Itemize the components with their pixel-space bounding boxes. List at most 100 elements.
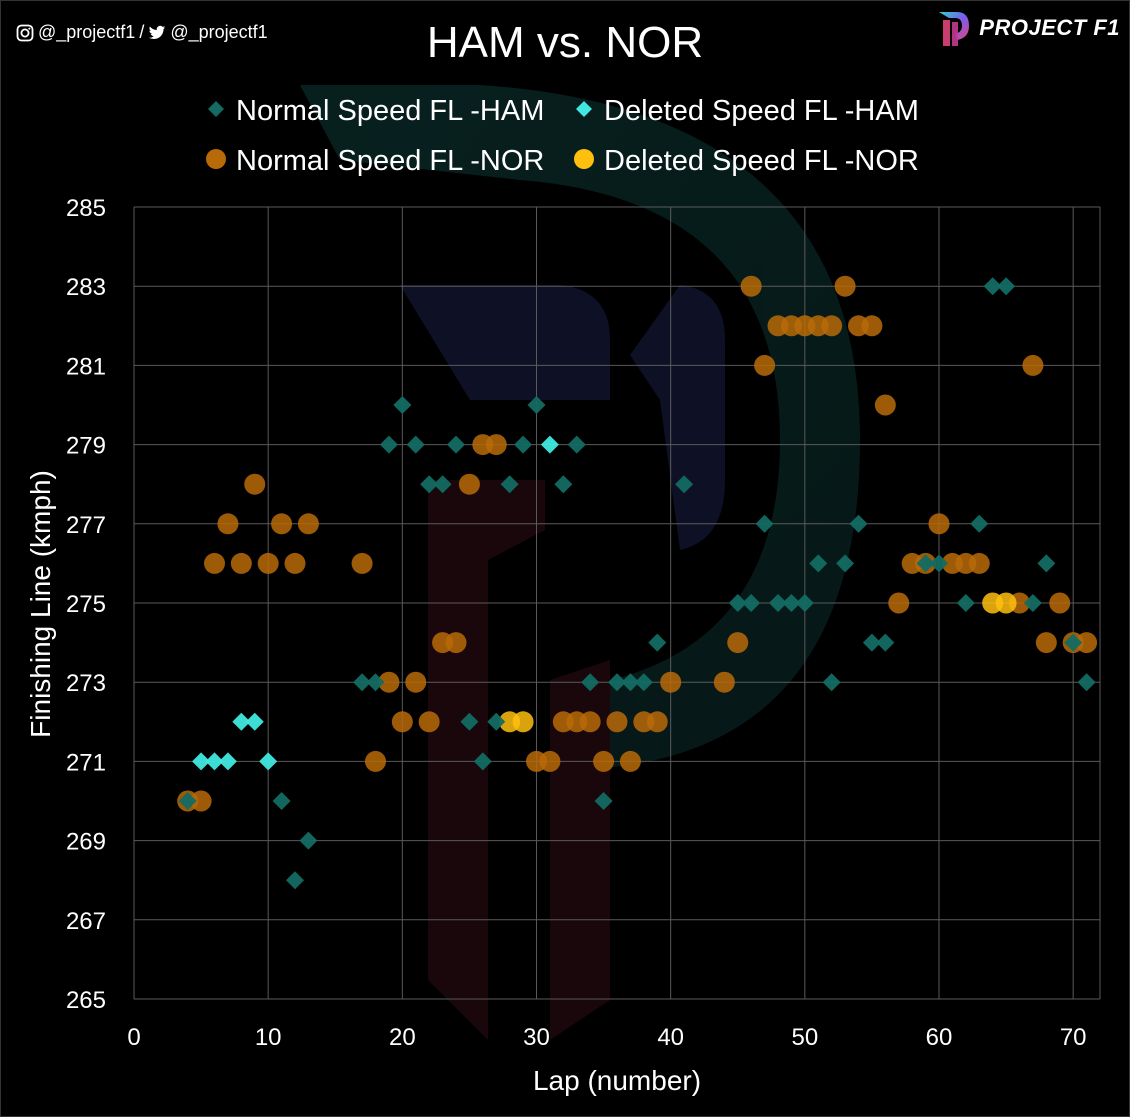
data-point-diamond [862,633,881,652]
data-point-diamond [353,673,372,692]
x-tick-label: 20 [389,1024,416,1051]
data-point-circle [727,632,749,654]
data-point-diamond [930,554,948,573]
y-tick-label: 283 [66,274,106,301]
data-point-diamond [728,594,747,612]
data-point-diamond [648,633,667,652]
data-point-circle [204,552,225,574]
data-point-circle [928,513,950,535]
project-f1-logo-icon [939,12,970,46]
data-point-circle [1022,354,1044,376]
data-point-circle [391,711,413,733]
data-point-diamond [379,435,398,454]
data-point-diamond [205,752,224,771]
data-point-circle [485,434,507,456]
legend-label: Normal Speed FL -HAM [236,95,544,127]
data-point-diamond [259,752,278,771]
data-point-diamond [567,435,586,454]
data-point-diamond [232,712,251,731]
data-point-circle [579,711,601,733]
y-tick-label: 279 [66,433,106,460]
data-point-circle [874,394,896,416]
data-point-circle [297,513,319,535]
data-point-diamond [581,673,600,692]
data-point-diamond [621,673,640,692]
y-tick-label: 273 [66,670,106,697]
data-point-diamond [178,792,197,810]
data-point-diamond [299,831,318,850]
x-tick-label: 30 [523,1024,550,1051]
grid [133,206,1101,1000]
data-point-diamond [473,752,492,771]
data-point-diamond [836,554,855,573]
instagram-icon [16,24,34,41]
data-point-circle [458,473,480,495]
data-point-diamond [634,673,653,692]
twitter-handle[interactable]: @_projectf1 [170,22,268,42]
x-tick-label: 0 [127,1024,140,1051]
y-tick-label: 275 [66,591,106,618]
data-point-diamond [769,594,787,612]
legend-marker [574,149,594,169]
data-point-diamond [192,752,211,771]
data-point-circle [619,750,641,772]
brand-name: PROJECT F1 [979,15,1120,40]
data-point-diamond [366,673,385,692]
data-point-circle [754,354,776,376]
data-point-circle [257,552,279,574]
data-point-diamond [876,633,895,652]
data-point-diamond [487,712,506,731]
y-tick-label: 265 [66,987,106,1014]
data-point-diamond [500,475,519,494]
data-point-circle [821,315,843,337]
data-point-circle [660,671,682,693]
data-point-circle [834,275,856,297]
data-point-circle [1076,632,1098,654]
data-point-diamond [1023,594,1042,612]
data-point-circle [606,711,628,733]
data-point-circle [445,632,467,654]
y-tick-label: 277 [66,512,106,539]
data-point-circle [995,592,1017,614]
tick-labels: 265 267 269 271 273 275 277 279 281 283 285 0 10 20 30… [66,195,1087,1051]
data-point-diamond [675,475,694,494]
data-point-diamond [822,673,841,692]
brand-logo: PROJECT F1 [935,8,1120,48]
data-point-diamond [997,277,1016,296]
data-point-circle [861,315,883,337]
data-point-diamond [514,435,533,454]
data-point-circle [1049,592,1071,614]
data-point-circle [888,592,910,614]
data-point-diamond [849,514,868,533]
data-point-diamond [218,752,237,771]
data-point-diamond [1064,633,1083,652]
data-point-diamond [527,396,546,414]
data-point-circle [593,750,615,772]
data-point-diamond [420,475,439,494]
data-point-circle [539,750,561,772]
y-tick-label: 271 [66,749,106,776]
handle-separator: / [139,22,145,42]
data-point-diamond [447,435,465,454]
twitter-icon [149,25,166,39]
data-point-diamond [406,435,425,454]
x-tick-label: 50 [791,1024,818,1051]
data-point-diamond [795,594,814,612]
y-tick-label: 281 [66,353,106,380]
data-point-diamond [433,475,452,494]
x-axis-label: Lap (number) [533,1065,701,1096]
y-axis-label: Finishing Line (kmph) [25,470,56,738]
data-point-circle [1035,632,1057,654]
data-point-diamond [1077,673,1096,692]
data-point-circle [190,790,212,812]
instagram-handle[interactable]: @_projectf1 [38,22,136,42]
legend-label: Deleted Speed FL -HAM [604,95,919,127]
data-point-diamond [916,554,935,573]
data-points [177,275,1098,890]
data-point-diamond [286,871,304,890]
data-point-diamond [554,475,573,494]
data-point-diamond [594,792,613,810]
data-point-circle [418,711,440,733]
data-point-circle [646,711,668,733]
